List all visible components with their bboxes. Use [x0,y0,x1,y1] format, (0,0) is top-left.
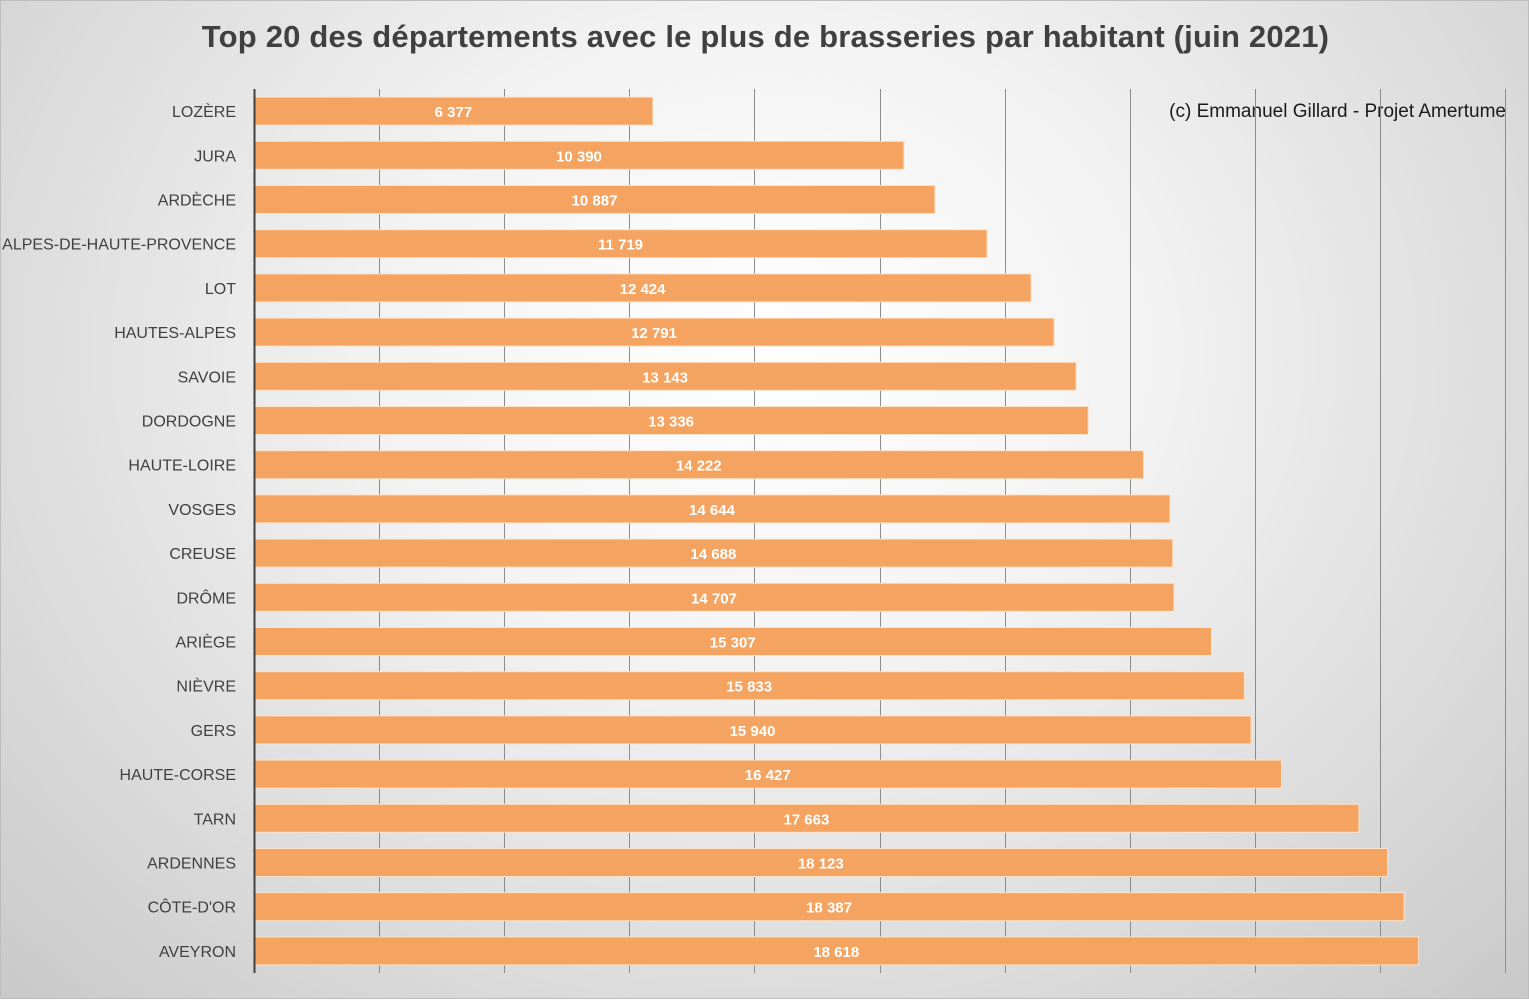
category-tick-label: HAUTE-CORSE [120,767,236,784]
data-label: 12 791 [631,325,677,342]
data-label: 18 618 [813,944,859,961]
data-label: 15 833 [726,679,772,696]
category-tick-label: DORDOGNE [142,414,236,431]
bar [253,803,1360,833]
data-label: 6 377 [435,104,473,121]
category-tick-label: GERS [191,723,236,740]
bar [253,185,936,214]
bar [253,671,1245,701]
bar [253,936,1420,966]
category-tick-label: LOZÈRE [172,102,236,121]
bar [253,538,1174,568]
data-label: 18 387 [806,900,852,917]
credit-annotation: (c) Emmanuel Gillard - Projet Amertume [1169,101,1506,122]
data-label: 14 644 [689,502,736,519]
category-tick-label: NIÈVRE [176,677,236,696]
data-label: 17 663 [783,811,829,828]
data-label: 13 143 [642,369,688,386]
category-tick-label: JURA [194,148,236,165]
bar [253,494,1171,524]
bar [253,273,1032,303]
category-tick-label: ARIÈGE [176,633,236,652]
data-label: 13 336 [648,414,694,431]
data-label: 10 887 [572,193,618,210]
data-label: 14 222 [676,458,722,475]
category-tick-label: LOT [205,281,236,298]
data-label: 18 123 [798,856,844,873]
bar [253,229,988,259]
category-tick-label: HAUTES-ALPES [114,325,236,342]
category-tick-label: CÔTE-D'OR [148,898,236,917]
category-tick-label: ARDENNES [147,856,236,873]
category-tick-label: ARDÈCHE [158,191,236,210]
bar [253,450,1145,480]
data-label: 15 307 [710,635,756,652]
bar [253,317,1055,347]
bar [253,715,1252,745]
bar [253,759,1283,789]
category-tick-label: AVEYRON [159,944,236,961]
category-tick-label: SAVOIE [178,369,236,386]
chart-title: Top 20 des départements avec le plus de … [201,19,1330,54]
bar [253,140,905,170]
bar [253,96,654,126]
data-label: 10 390 [556,148,602,165]
bar [253,361,1077,391]
data-label: 14 707 [691,590,737,607]
bar [253,627,1212,656]
data-label: 15 940 [730,723,776,740]
category-tick-label: DRÔME [176,588,236,607]
data-label: 11 719 [598,237,643,254]
category-tick-label: ALPES-DE-HAUTE-PROVENCE [2,237,236,254]
data-label: 12 424 [620,281,667,298]
data-label: 16 427 [745,767,791,784]
data-label: 14 688 [690,546,736,563]
bar [253,892,1405,922]
category-tick-label: CREUSE [169,546,236,563]
bar [253,406,1089,435]
category-tick-label: TARN [194,811,236,828]
category-tick-label: HAUTE-LOIRE [128,458,236,475]
category-tick-label: VOSGES [168,502,236,519]
bar [253,582,1175,612]
bar [253,848,1389,877]
